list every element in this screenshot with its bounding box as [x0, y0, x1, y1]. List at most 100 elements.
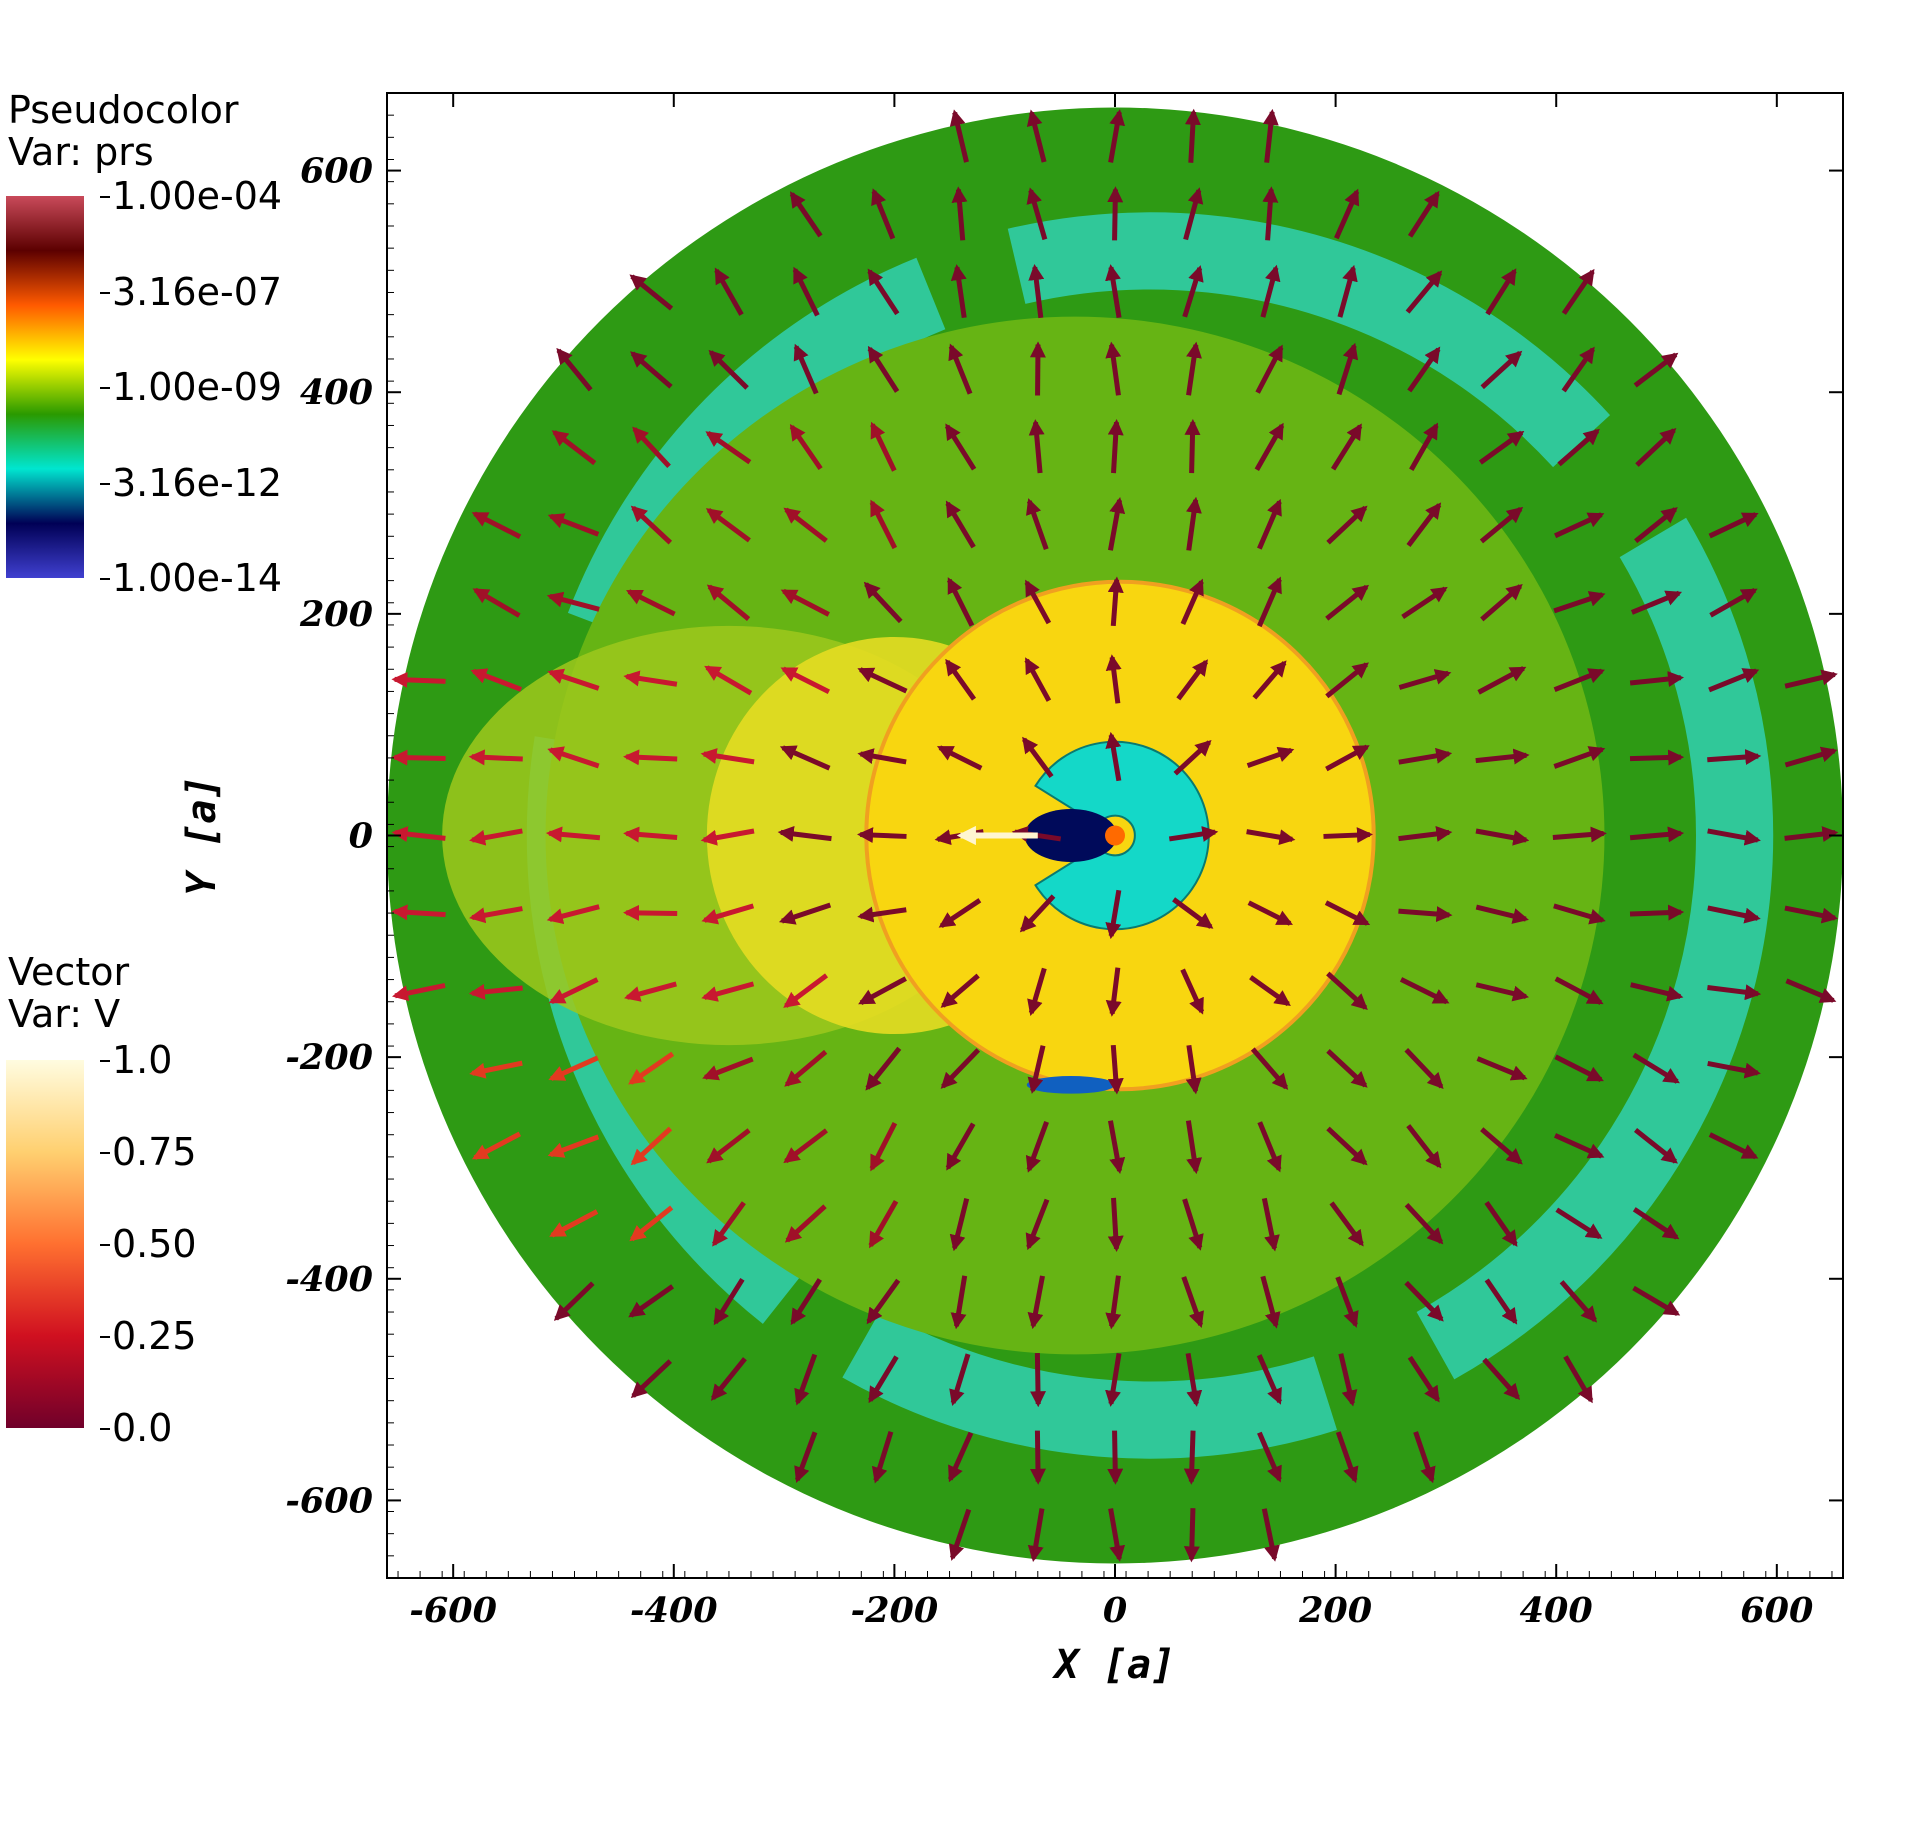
region-cavity [1034, 740, 1210, 931]
velocity-arrow [1407, 190, 1440, 238]
velocity-arrow [623, 904, 678, 921]
velocity-arrow [1629, 749, 1685, 766]
velocity-arrow [1406, 502, 1442, 548]
velocity-arrow [866, 1278, 901, 1325]
pseudocolor-colorbar [6, 196, 84, 578]
velocity-arrow [1323, 827, 1373, 844]
velocity-arrow [1405, 270, 1443, 314]
velocity-arrow [1025, 1198, 1050, 1251]
x-axis-label: X [a] [1052, 1642, 1175, 1688]
velocity-arrow [789, 424, 823, 471]
velocity-arrow [1552, 826, 1607, 843]
velocity-arrow [1785, 978, 1837, 1003]
velocity-arrow [1172, 897, 1214, 929]
velocity-arrow [1338, 1353, 1358, 1407]
velocity-arrow [1185, 1044, 1202, 1095]
velocity-arrow [472, 587, 521, 618]
velocity-arrow [1325, 662, 1369, 699]
velocity-arrow [1029, 1430, 1046, 1485]
velocity-arrow [1107, 576, 1124, 627]
velocity-arrow [1555, 1207, 1603, 1240]
velocity-arrow [1480, 1127, 1523, 1165]
velocity-arrow [547, 1134, 600, 1158]
velocity-arrow [1024, 579, 1052, 625]
velocity-arrow [1708, 1132, 1759, 1160]
velocity-arrow [1553, 903, 1606, 925]
velocity-arrow [1553, 746, 1606, 769]
velocity-arrow [779, 745, 831, 771]
velocity-arrow [1554, 976, 1604, 1005]
velocity-arrow [1553, 668, 1605, 693]
pseudocolor-tick-1: 3.16e-07 [99, 270, 283, 314]
y-tick-label: 600 [300, 151, 373, 192]
y-tick-label: -600 [285, 1480, 373, 1521]
velocity-arrow [1260, 264, 1281, 318]
velocity-arrow [1629, 671, 1685, 687]
velocity-arrow [1334, 188, 1360, 240]
velocity-arrow [391, 826, 446, 843]
velocity-arrow [1028, 419, 1045, 474]
velocity-arrow [1176, 659, 1209, 701]
velocity-arrow [1707, 984, 1762, 1001]
velocity-arrow [1107, 1197, 1124, 1253]
velocity-arrow [632, 426, 671, 468]
pseudocolor-legend-title: Pseudocolor [8, 88, 239, 132]
velocity-arrow [790, 1278, 822, 1326]
x-tick-label: 400 [1520, 1590, 1593, 1631]
velocity-arrow [545, 826, 601, 843]
velocity-arrow [947, 1431, 974, 1483]
velocity-arrow [1107, 1120, 1126, 1175]
velocity-arrow [793, 343, 819, 395]
velocity-arrow [1629, 826, 1685, 843]
velocity-arrow [949, 1353, 971, 1406]
velocity-arrow [1633, 352, 1679, 388]
velocity-arrow [1107, 1044, 1124, 1095]
velocity-arrow [1246, 746, 1295, 769]
velocity-arrow [783, 507, 828, 543]
y-axis-label: Y [a] [179, 775, 225, 895]
velocity-arrow [1404, 1280, 1444, 1322]
velocity-arrow [1105, 341, 1122, 396]
vector-legend-title: Vector [8, 950, 130, 994]
velocity-arrow [1184, 108, 1201, 163]
velocity-arrow [940, 973, 980, 1008]
vector-legend-var: Var: V [8, 992, 121, 1036]
velocity-arrow [1325, 744, 1370, 772]
axis-ticks: -600 -400 -200 0 200 400 600 600 400 200 0 -200 -400… [285, 93, 1843, 1631]
velocity-arrow [948, 343, 973, 395]
velocity-arrow [1398, 826, 1453, 842]
velocity-arrow [784, 1204, 827, 1243]
velocity-arrow [870, 421, 897, 472]
velocity-arrow [1784, 669, 1838, 689]
region-dark-blob-south [1026, 1076, 1115, 1094]
velocity-arrow [950, 1275, 968, 1330]
velocity-arrow [1632, 1285, 1681, 1317]
velocity-arrow [1180, 578, 1204, 625]
velocity-arrow [713, 1278, 745, 1326]
velocity-arrow [1484, 1201, 1518, 1247]
velocity-arrow [1409, 422, 1439, 472]
velocity-arrow [1559, 1280, 1598, 1323]
velocity-arrow [1247, 900, 1293, 926]
velocity-arrow [1249, 975, 1291, 1007]
velocity-arrow [944, 423, 977, 471]
velocity-arrow [1262, 186, 1279, 241]
velocity-arrow [1257, 498, 1282, 550]
velocity-arrow [391, 749, 446, 766]
velocity-arrow [1329, 1201, 1364, 1247]
velocity-arrow [869, 1121, 898, 1172]
velocity-arrow [1708, 512, 1759, 539]
velocity-arrow [629, 274, 674, 311]
velocity-arrow [1026, 498, 1049, 551]
velocity-arrow [391, 671, 446, 688]
velocity-arrow [1105, 731, 1122, 782]
velocity-arrow [556, 347, 593, 392]
velocity-arrow [946, 577, 975, 627]
region-dark-blob [1024, 809, 1118, 862]
velocity-arrow [1257, 576, 1282, 628]
velocity-arrow [630, 351, 673, 389]
vector-tick-2: 0.50 [100, 1222, 197, 1266]
velocity-arrow [623, 749, 678, 766]
velocity-arrow [1325, 584, 1370, 621]
velocity-arrow [1105, 654, 1122, 704]
